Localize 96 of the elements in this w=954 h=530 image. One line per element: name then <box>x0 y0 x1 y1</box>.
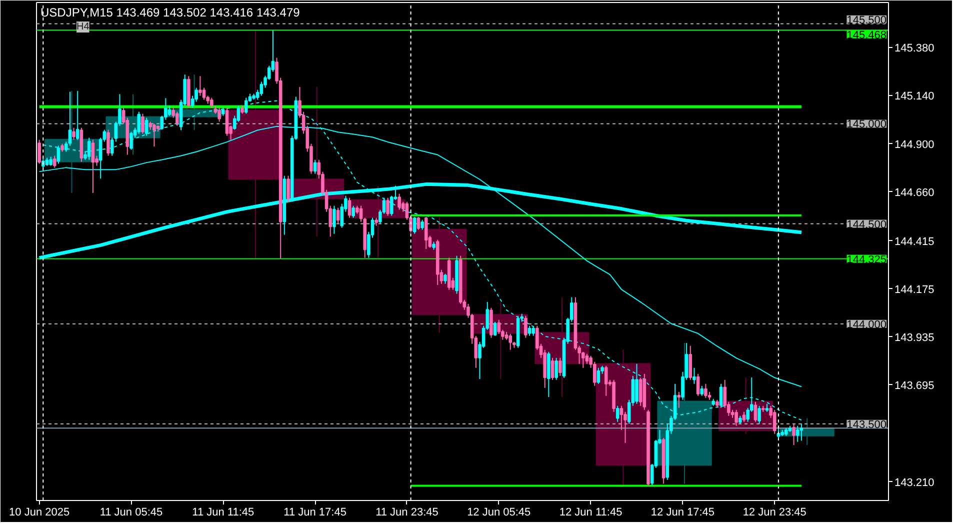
candlestick <box>554 357 558 380</box>
candlestick <box>734 409 738 426</box>
line-series <box>42 100 802 421</box>
candlestick <box>796 425 800 442</box>
candlestick <box>696 373 700 396</box>
candlestick <box>76 90 80 140</box>
candlestick <box>286 175 290 202</box>
candlestick <box>754 401 758 422</box>
ref-line-label: 144.325 <box>846 254 887 266</box>
candlestick <box>692 367 696 384</box>
candlestick <box>792 423 796 446</box>
ref-line-label: 145.468 <box>846 29 887 42</box>
candlestick <box>398 193 401 210</box>
ref-line-label: 144.000 <box>846 318 887 331</box>
candlestick <box>218 107 221 122</box>
chart-title: USDJPY,M15 143.469 143.502 143.416 143.479 <box>40 6 300 20</box>
annotation: H4 <box>76 22 90 32</box>
candlestick <box>348 197 352 218</box>
x-tick-label: 12 Jun 05:45 <box>467 506 531 518</box>
candlestick <box>176 111 179 126</box>
candlestick <box>420 219 424 230</box>
candlestick <box>508 333 512 350</box>
candlestick <box>168 105 172 116</box>
y-tick-label: 144.175 <box>894 284 934 296</box>
ref-line-label: 144.500 <box>846 218 887 231</box>
ref-line-label: 145.000 <box>846 118 887 131</box>
x-tick-label: 11 Jun 23:45 <box>376 506 438 518</box>
x-tick-label: 12 Jun 11:45 <box>559 506 622 518</box>
candlestick <box>87 137 91 160</box>
candlestick <box>635 363 638 404</box>
candlestick <box>38 139 41 164</box>
candlestick <box>558 357 562 376</box>
candlestick <box>416 216 420 230</box>
y-tick-label: 143.695 <box>894 380 934 392</box>
candlestick <box>604 365 608 396</box>
x-tick-label: 12 Jun 23:45 <box>742 506 806 518</box>
candlestick <box>688 345 692 380</box>
x-tick-label: 11 Jun 05:45 <box>100 506 163 518</box>
x-tick-label: 11 Jun 17:45 <box>284 506 346 518</box>
y-tick-label: 144.660 <box>894 186 934 199</box>
candlestick <box>352 205 355 218</box>
candlestick <box>700 385 704 396</box>
candlestick <box>444 273 447 284</box>
candlestick <box>742 411 746 422</box>
y-tick-label: 144.900 <box>894 138 934 151</box>
candlestick <box>144 117 148 136</box>
candlestick <box>137 111 141 134</box>
candlestick <box>106 129 110 156</box>
y-tick-label: 145.380 <box>894 42 934 55</box>
candlestick <box>424 216 428 250</box>
ref-line-label: 143.500 <box>846 418 887 431</box>
y-tick-label: 143.210 <box>894 476 934 489</box>
candlestick <box>110 137 114 156</box>
candlestick <box>550 357 554 380</box>
candlestick <box>616 405 620 422</box>
candlestick <box>332 205 336 234</box>
candlestick <box>677 391 681 408</box>
candlestick <box>524 315 528 338</box>
x-tick-label: 10 Jun 2025 <box>9 506 70 518</box>
candlestick <box>49 156 52 166</box>
y-tick-label: 145.140 <box>894 90 934 103</box>
y-tick-label: 143.935 <box>894 332 934 344</box>
candlestick <box>412 216 416 234</box>
candlestick <box>758 405 761 424</box>
candlestick <box>528 325 532 336</box>
ref-line-label: 145.500 <box>846 14 887 26</box>
candlestick <box>68 91 72 146</box>
candlestick <box>91 139 95 194</box>
candlestick <box>130 131 133 150</box>
candlestick <box>141 113 144 134</box>
candlestick <box>719 383 723 408</box>
candlestick <box>704 383 708 398</box>
y-tick-label: 144.415 <box>894 236 934 248</box>
candlestick <box>260 81 264 96</box>
candlestick <box>493 321 497 336</box>
candlestick <box>56 145 60 164</box>
x-tick-label: 11 Jun 11:45 <box>192 506 254 518</box>
candlestick <box>152 123 156 148</box>
candlestick <box>313 159 317 174</box>
candlestick <box>336 207 340 224</box>
candlestick <box>532 325 535 336</box>
candlestick <box>638 377 642 406</box>
candlestick <box>596 367 600 384</box>
candlestick <box>772 409 776 434</box>
candlestick <box>585 353 589 364</box>
candlestick <box>202 87 206 100</box>
x-tick-label: 12 Jun 17:45 <box>650 506 715 518</box>
candlestick <box>244 97 248 114</box>
candlestick <box>800 422 804 442</box>
candlestick <box>386 197 390 216</box>
candlestick <box>52 155 56 168</box>
candlestick <box>210 97 214 108</box>
candlestick <box>620 405 624 430</box>
candlestick <box>225 107 229 136</box>
candlestick <box>72 127 76 140</box>
candlestick <box>198 76 202 96</box>
